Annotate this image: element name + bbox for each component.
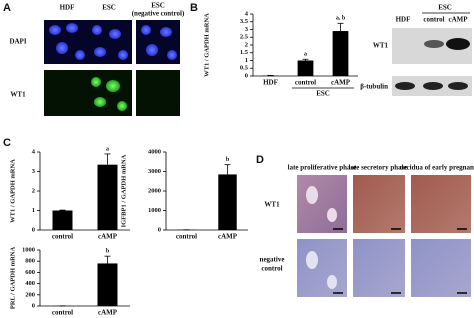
column-label: decidua of early pregnancy bbox=[400, 164, 474, 172]
y-tick-label: 4000 bbox=[148, 148, 161, 155]
y-tick-label: 1.5 bbox=[240, 49, 249, 56]
lane-label: cAMP bbox=[448, 16, 468, 24]
column-label: ESC bbox=[102, 4, 116, 12]
x-tick-label: cAMP bbox=[218, 233, 238, 241]
panel-letter: B bbox=[190, 2, 198, 14]
row-label: negative bbox=[260, 256, 285, 264]
row-label: WT1 bbox=[10, 91, 26, 99]
bar bbox=[332, 31, 349, 76]
y-axis-title: WT1 / GAPDH mRNA bbox=[9, 159, 16, 223]
y-tick-label: 2 bbox=[32, 187, 35, 194]
panel-letter: D bbox=[256, 154, 264, 166]
histology-images bbox=[297, 175, 471, 297]
panel-letter: A bbox=[3, 2, 11, 14]
row-label: DAPI bbox=[9, 38, 26, 46]
y-tick-label: 1000 bbox=[148, 207, 161, 214]
column-label: HDF bbox=[60, 4, 75, 12]
wt1-images bbox=[44, 70, 180, 116]
y-tick-label: 1 bbox=[32, 207, 35, 214]
y-axis-title: PRL / GAPDH mRNA bbox=[9, 247, 16, 310]
y-tick-label: 800 bbox=[25, 258, 35, 265]
significance-label: a bbox=[304, 52, 307, 58]
significance-label: a bbox=[106, 146, 109, 152]
y-tick-label: 3000 bbox=[148, 168, 161, 175]
y-tick-label: 2000 bbox=[148, 187, 161, 194]
y-tick-label: 0 bbox=[32, 226, 35, 233]
y-axis-title: WT1 / GAPDH mRNA bbox=[203, 13, 210, 77]
bar bbox=[218, 174, 237, 230]
y-tick-label: 1000 bbox=[22, 246, 35, 253]
y-tick-label: 200 bbox=[25, 291, 35, 298]
y-tick-label: 2 bbox=[245, 41, 248, 48]
x-tick-label: HDF bbox=[263, 79, 278, 87]
y-axis-title: IGFBP1 / GAPDH mRNA bbox=[120, 154, 127, 227]
x-tick-label: control bbox=[295, 79, 316, 87]
blot-group: ESC bbox=[438, 4, 452, 12]
y-tick-label: 600 bbox=[25, 269, 35, 276]
y-tick-label: 0 bbox=[245, 72, 248, 79]
row-label: WT1 bbox=[264, 201, 280, 209]
y-tick-label: 4 bbox=[32, 148, 36, 155]
significance-label: a, b bbox=[336, 16, 346, 22]
lane-label: control bbox=[423, 16, 444, 24]
significance-label: b bbox=[106, 249, 110, 255]
row-label: WT1 bbox=[373, 42, 389, 50]
y-tick-label: 0 bbox=[32, 302, 35, 309]
x-tick-label: cAMP bbox=[98, 233, 118, 241]
y-tick-label: 3.5 bbox=[240, 18, 249, 25]
column-label: late proliferative phase bbox=[288, 164, 357, 172]
x-tick-label: cAMP bbox=[331, 79, 351, 87]
panel-letter: C bbox=[3, 137, 11, 149]
y-tick-label: 4 bbox=[245, 10, 249, 17]
x-tick-label: control bbox=[176, 233, 197, 241]
bar bbox=[52, 210, 73, 230]
significance-label: b bbox=[226, 157, 230, 163]
column-label: late secretory phase bbox=[349, 164, 408, 172]
y-tick-label: 2.5 bbox=[240, 34, 249, 41]
bar bbox=[297, 60, 314, 76]
bar bbox=[97, 164, 118, 230]
y-tick-label: 0.5 bbox=[240, 65, 249, 72]
y-tick-label: 1 bbox=[245, 57, 248, 64]
y-tick-label: 400 bbox=[25, 280, 35, 287]
y-tick-label: 3 bbox=[32, 168, 36, 175]
y-tick-label: 0 bbox=[158, 226, 161, 233]
bar bbox=[97, 263, 118, 306]
dapi-images bbox=[44, 20, 180, 64]
column-label: ESC bbox=[151, 2, 165, 10]
row-label: control bbox=[261, 265, 282, 273]
row-label: β-tubulin bbox=[360, 83, 388, 91]
group-label: ESC bbox=[316, 90, 330, 98]
y-tick-label: 3 bbox=[245, 26, 249, 33]
x-tick-label: control bbox=[52, 309, 73, 317]
column-label: (negative control) bbox=[132, 10, 185, 18]
lane-label: HDF bbox=[396, 16, 411, 24]
x-tick-label: cAMP bbox=[98, 309, 118, 317]
x-tick-label: control bbox=[52, 233, 73, 241]
